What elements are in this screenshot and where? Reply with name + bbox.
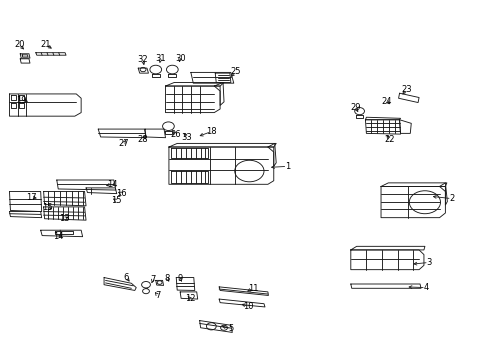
Text: 3: 3 [425,258,430,267]
Text: 16: 16 [116,189,127,198]
Text: 14: 14 [106,180,117,189]
Text: 19: 19 [16,96,26,105]
Text: 22: 22 [384,135,394,144]
Text: 33: 33 [181,133,192,142]
Text: 27: 27 [118,139,129,148]
Text: 10: 10 [243,302,253,311]
Text: 30: 30 [175,54,185,63]
Text: 24: 24 [381,96,391,105]
Text: 15: 15 [111,196,122,205]
Text: 21: 21 [40,40,51,49]
Text: 28: 28 [138,135,148,144]
Text: 6: 6 [123,273,129,282]
Text: 20: 20 [14,40,24,49]
Text: 7: 7 [155,291,160,300]
Text: 14: 14 [53,232,63,241]
Text: 26: 26 [170,130,180,139]
Text: 31: 31 [155,54,165,63]
Text: 12: 12 [184,294,195,303]
Text: 11: 11 [247,284,258,293]
Text: 4: 4 [423,283,427,292]
Text: 2: 2 [448,194,453,203]
Text: 29: 29 [350,103,360,112]
Text: 25: 25 [230,67,241,76]
Text: 9: 9 [177,274,183,283]
Text: 13: 13 [59,214,69,223]
Text: 18: 18 [205,127,216,136]
Text: 17: 17 [25,193,36,202]
Text: 15: 15 [41,203,52,212]
Text: 32: 32 [138,55,148,64]
Text: 5: 5 [228,324,233,333]
Text: 7: 7 [150,275,155,284]
Text: 1: 1 [284,162,289,171]
Text: 23: 23 [400,85,411,94]
Text: 8: 8 [164,274,170,283]
